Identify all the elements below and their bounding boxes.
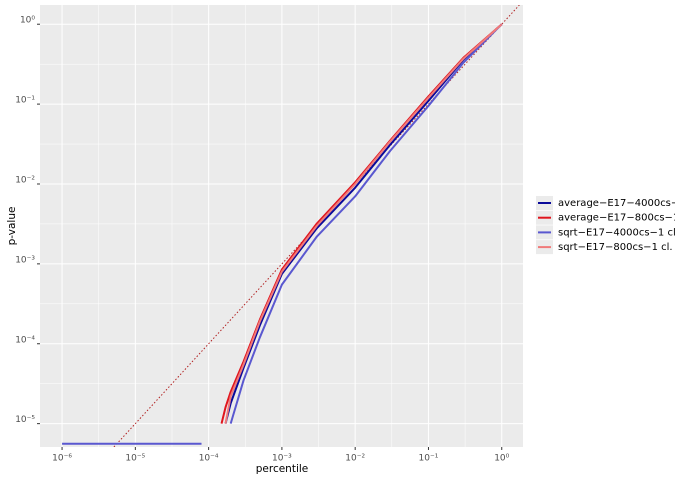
y-tick-label: 10⁻² <box>15 175 35 185</box>
x-tick-label: 10⁻⁴ <box>199 454 219 464</box>
legend-label: average−E17−800cs−1 cl. <box>558 213 675 224</box>
legend-label: sqrt−E17−4000cs−1 cl. <box>558 227 675 238</box>
y-tick-label: 10⁰ <box>20 16 35 26</box>
legend-label: sqrt−E17−800cs−1 cl. <box>558 242 673 253</box>
legend-label: average−E17−4000cs−1 cl. <box>558 198 675 209</box>
x-tick-label: 10⁻⁵ <box>125 454 145 464</box>
y-tick-label: 10⁻³ <box>15 255 35 265</box>
x-tick-label: 10⁰ <box>494 454 509 464</box>
x-tick-label: 10⁻² <box>345 454 365 464</box>
series-line <box>62 23 503 445</box>
y-axis-title: p-value <box>6 207 18 246</box>
y-tick-label: 10⁻⁴ <box>15 335 35 345</box>
x-tick-label: 10⁻¹ <box>419 454 439 464</box>
x-axis-title: percentile <box>256 463 309 475</box>
y-tick-label: 10⁻¹ <box>15 96 35 106</box>
y-tick-label: 10⁻⁵ <box>15 415 35 425</box>
series-line <box>224 23 503 424</box>
x-tick-label: 10⁻³ <box>272 454 292 464</box>
x-tick-label: 10⁻⁶ <box>52 454 72 464</box>
series-line <box>224 23 503 424</box>
